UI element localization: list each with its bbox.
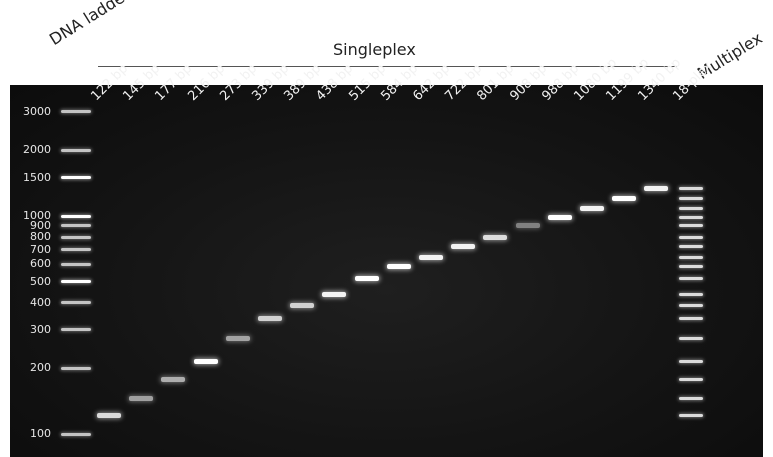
- ladder-band: [61, 148, 91, 152]
- ladder-band: [61, 366, 91, 370]
- multiplex-band: [678, 215, 703, 219]
- ladder-band: [61, 301, 91, 305]
- gel-image: 3000 2000 1500 1000 900 800 700 600 500 400 300 200…: [10, 55, 763, 457]
- multiplex-band: [678, 207, 703, 211]
- multiplex-band: [678, 337, 703, 341]
- ladder-size-label: 700: [30, 242, 51, 256]
- ladder-size-label: 900: [30, 218, 51, 232]
- sample-band: [225, 336, 250, 342]
- multiplex-band: [678, 245, 703, 249]
- ladder-size-label: 600: [30, 257, 51, 271]
- ladder-band: [61, 248, 91, 252]
- ladder-band: [61, 328, 91, 332]
- ladder-band: [61, 280, 91, 284]
- sample-band: [129, 396, 154, 402]
- ladder-size-label: 1500: [23, 170, 51, 184]
- ladder-band: [61, 110, 91, 114]
- sample-band: [547, 214, 572, 220]
- sample-band: [161, 377, 186, 383]
- multiplex-band: [678, 223, 703, 227]
- ladder-size-label: 200: [30, 361, 51, 375]
- ladder-band: [61, 262, 91, 266]
- sample-band: [580, 206, 604, 212]
- ladder-band: [61, 176, 91, 180]
- multiplex-band: [678, 316, 703, 320]
- sample-band: [322, 291, 347, 297]
- ladder-band: [61, 214, 91, 218]
- multiplex-band: [678, 265, 703, 269]
- sample-band: [483, 234, 508, 240]
- sample-band: [354, 276, 379, 282]
- sample-band: [612, 196, 637, 202]
- sample-band: [258, 315, 282, 321]
- ladder-size-label: 3000: [23, 104, 51, 118]
- sample-band: [97, 412, 121, 418]
- ladder-size-label: 800: [30, 230, 51, 244]
- sample-band: [644, 185, 669, 191]
- ladder-size-label: 2000: [23, 143, 51, 157]
- singleplex-header: Singleplex: [333, 40, 416, 59]
- sample-band: [290, 302, 315, 308]
- ladder-band: [61, 235, 91, 239]
- ladder-size-label: 1000: [23, 209, 51, 222]
- ladder-band: [61, 432, 91, 436]
- sample-band: [419, 255, 443, 261]
- sample-band: [193, 358, 218, 364]
- multiplex-band: [678, 256, 703, 260]
- multiplex-band: [678, 197, 703, 201]
- ladder-size-label: 300: [30, 322, 51, 336]
- singleplex-bracket-line: [98, 66, 677, 67]
- ladder-size-label: 400: [30, 295, 51, 309]
- ladder-size-label: 100: [30, 427, 51, 440]
- multiplex-band: [678, 413, 703, 417]
- sample-band: [386, 264, 411, 270]
- multiplex-band: [678, 378, 703, 382]
- multiplex-band: [678, 235, 703, 239]
- multiplex-band: [678, 277, 703, 281]
- sample-band: [451, 244, 476, 250]
- ladder-size-label: 500: [30, 274, 51, 288]
- multiplex-band: [678, 303, 703, 307]
- sample-band: [515, 222, 540, 228]
- ladder-band: [61, 224, 91, 228]
- ladder-header: DNA ladder: [45, 0, 134, 50]
- multiplex-band: [678, 359, 703, 363]
- multiplex-band: [678, 397, 703, 401]
- multiplex-band: [678, 292, 703, 296]
- multiplex-band: [678, 186, 703, 190]
